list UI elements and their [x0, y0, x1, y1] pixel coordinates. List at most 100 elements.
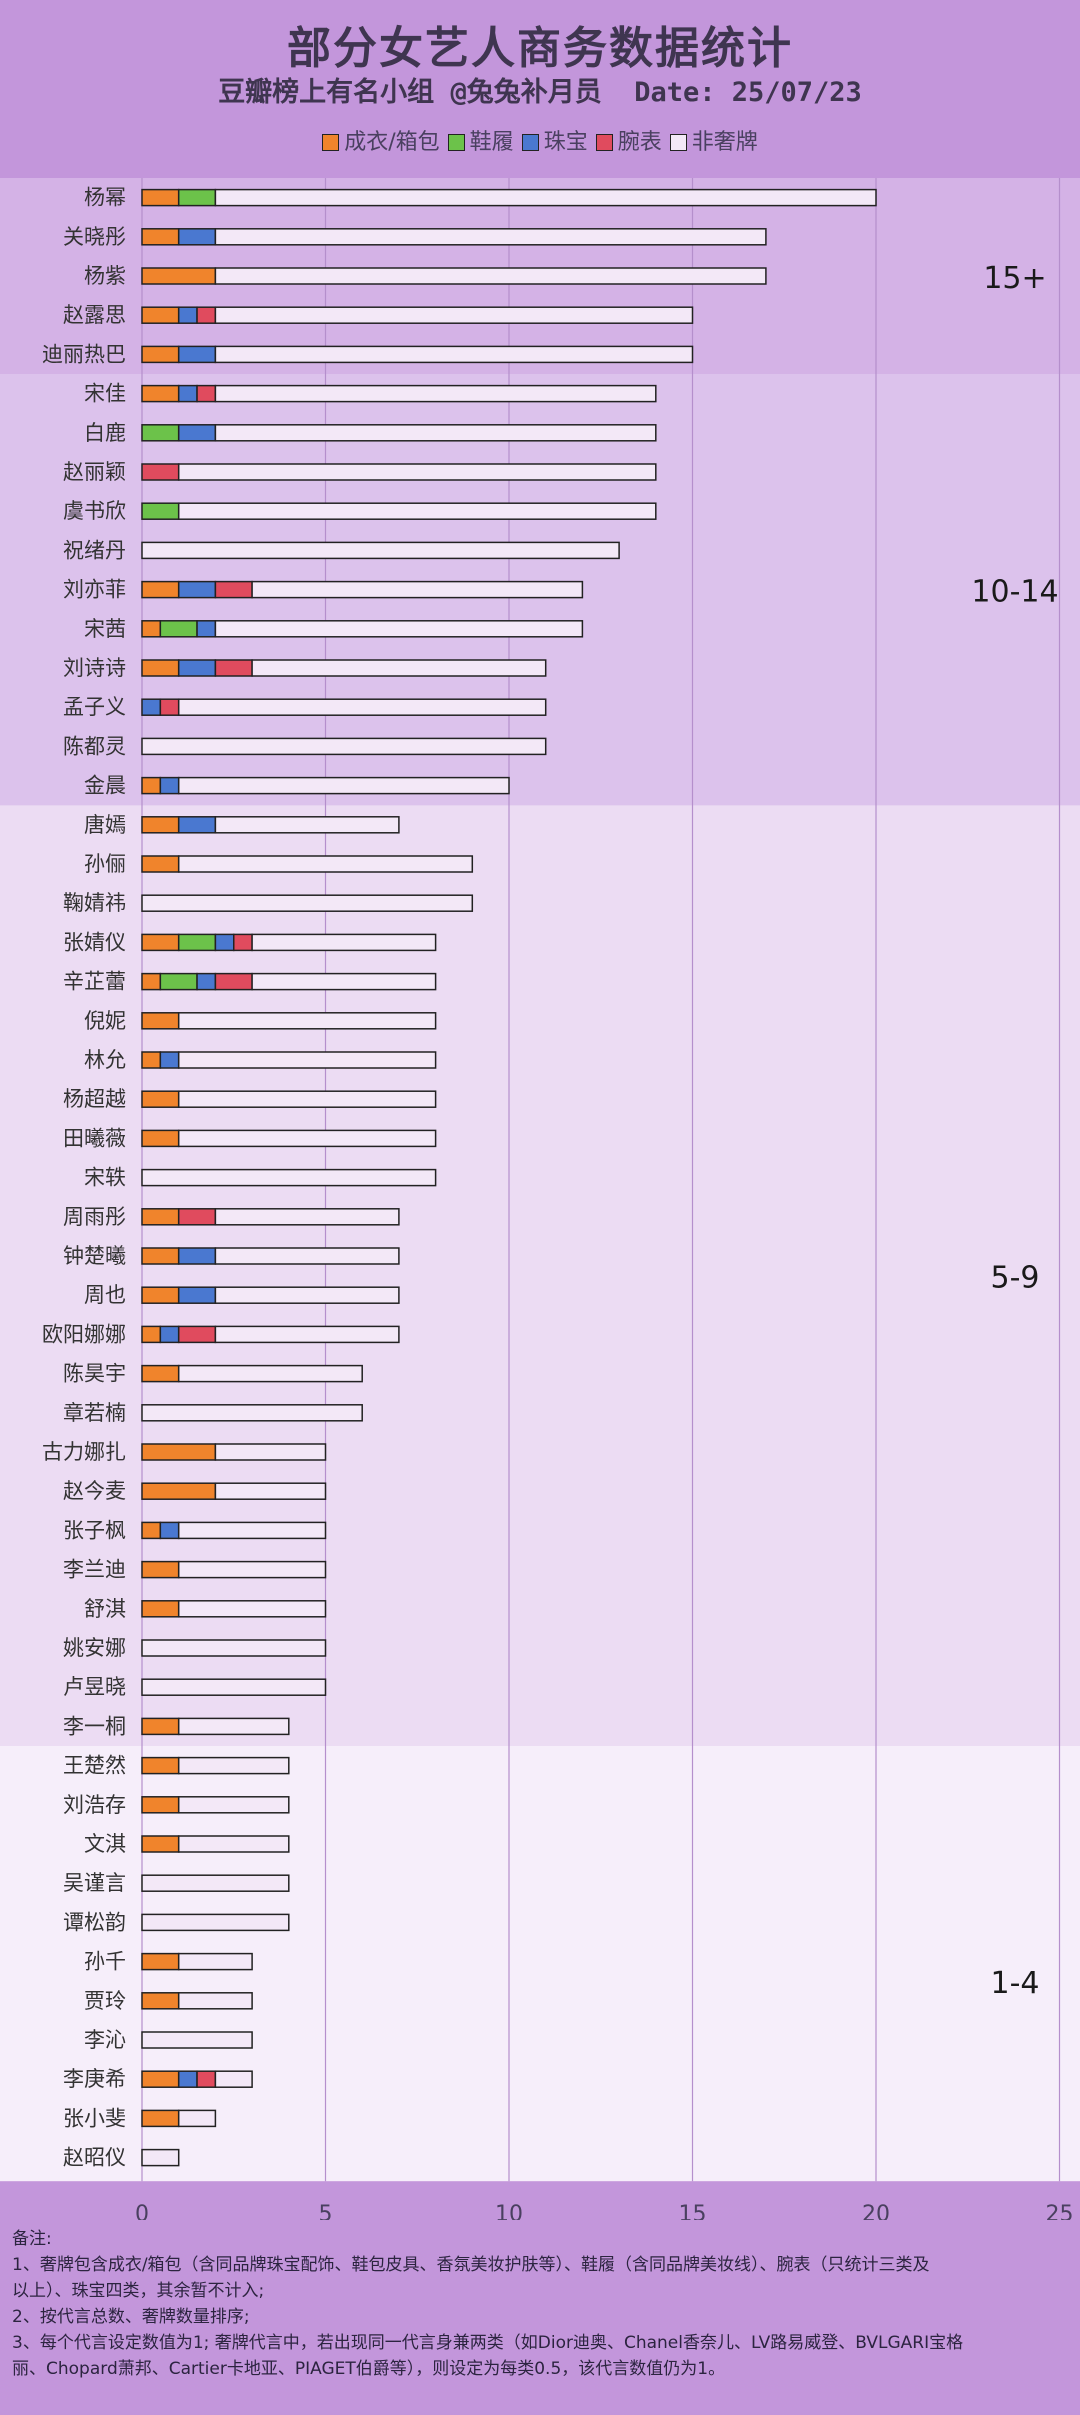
legend-item: 非奢牌: [669, 124, 758, 156]
bar-segment: [141, 1874, 290, 1892]
category-label: 舒淇: [84, 1597, 126, 1621]
bar-segment: [141, 1678, 327, 1696]
bar-segment: [141, 855, 180, 873]
bar-segment: [141, 816, 180, 834]
note-line: 1、奢牌包含成衣/箱包（含同品牌珠宝配饰、鞋包皮具、香氛美妆护肤等）、鞋履（含同…: [12, 2255, 930, 2275]
bar-segment: [141, 1012, 180, 1030]
category-label: 文淇: [84, 1832, 126, 1856]
bar-segment: [177, 424, 217, 442]
bar-segment: [214, 1325, 400, 1344]
category-label: 赵露思: [63, 303, 126, 327]
note-line: 3、每个代言设定数值为1; 奢牌代言中，若出现同一代言身兼两类（如Dior迪奥、…: [12, 2333, 964, 2353]
bar-segment: [141, 1247, 180, 1265]
bar-segment: [214, 816, 400, 834]
group-label: 10-14: [971, 575, 1058, 610]
bar-segment: [159, 776, 180, 795]
bar-segment: [141, 1952, 180, 1971]
bar-segment: [141, 580, 180, 599]
bar-segment: [141, 188, 180, 207]
bar-segment: [141, 1639, 327, 1657]
bar-segment: [177, 580, 217, 599]
category-label: 宋轶: [84, 1166, 126, 1190]
chart-legend: 成衣/箱包 鞋履 珠宝 腕表 非奢牌: [0, 124, 1080, 156]
bar-segment: [214, 345, 694, 364]
legend-swatch: [447, 134, 465, 151]
x-tick-label: 20: [862, 2202, 890, 2220]
x-tick-label: 15: [679, 2202, 707, 2220]
bar-segment: [214, 580, 253, 599]
bar-segment: [177, 384, 198, 403]
category-label: 关晓彤: [63, 225, 126, 249]
bar-segment: [177, 1952, 253, 1971]
category-label: 孟子义: [63, 695, 126, 719]
bar-segment: [159, 698, 180, 716]
bar-segment: [177, 855, 474, 873]
notes-text: 备注: 1、奢牌包含成衣/箱包（含同品牌珠宝配饰、鞋包皮具、香氛美妆护肤等）、鞋履…: [12, 2226, 1062, 2382]
bar-segment: [177, 188, 217, 207]
category-label: 贾玲: [84, 1989, 126, 2013]
bar-segment: [177, 659, 217, 677]
legend-item: 成衣/箱包: [322, 124, 440, 156]
group-band: [0, 1746, 1080, 2217]
group-label: 5-9: [991, 1261, 1040, 1296]
bar-segment: [214, 2070, 253, 2088]
bar-segment: [177, 1560, 327, 1579]
category-label: 欧阳娜娜: [42, 1322, 126, 1346]
bar-segment: [141, 2031, 253, 2049]
legend-label: 珠宝: [543, 130, 588, 155]
x-axis-band: [0, 2181, 1080, 2220]
bar-segment: [214, 1247, 400, 1265]
category-label: 李一桐: [63, 1714, 126, 1738]
bar-segment: [177, 1756, 290, 1775]
bar-segment: [251, 580, 584, 599]
bar-segment: [141, 2070, 180, 2088]
legend-label: 鞋履: [469, 130, 514, 155]
category-label: 虞书欣: [63, 499, 126, 523]
bar-segment: [177, 1286, 217, 1304]
chart-subtitle: 豆瓣榜上有名小组 @兔兔补月员 Date: 25/07/23: [218, 77, 862, 108]
bar-segment: [159, 972, 198, 991]
bar-segment: [177, 816, 217, 834]
bar-segment: [177, 1364, 363, 1383]
bar-segment: [177, 1090, 437, 1108]
legend-label: 成衣/箱包: [344, 130, 440, 155]
bar-segment: [177, 1129, 437, 1148]
bar-segment: [141, 502, 180, 520]
bar-segment: [214, 1482, 327, 1500]
category-label: 姚安娜: [63, 1636, 126, 1660]
bar-segment: [177, 1208, 217, 1226]
category-label: 陈昊宇: [63, 1362, 126, 1386]
bar-segment: [214, 228, 767, 246]
bar-segment: [141, 776, 162, 795]
category-label: 刘亦菲: [63, 578, 126, 602]
bar-segment: [141, 424, 180, 442]
bar-segment: [177, 933, 217, 952]
category-label: 谭松韵: [63, 1910, 126, 1934]
x-tick-label: 0: [135, 2202, 149, 2220]
bar-segment: [141, 698, 162, 716]
note-line: 丽、Chopard萧邦、Cartier卡地亚、PIAGET伯爵等），则设定为每类…: [12, 2359, 726, 2379]
category-label: 迪丽热巴: [42, 342, 126, 366]
bar-segment: [177, 1600, 327, 1618]
category-label: 刘诗诗: [63, 656, 126, 680]
bar-segment: [214, 620, 584, 638]
bar-segment: [141, 1796, 180, 1814]
bar-segment: [159, 1051, 180, 1069]
bar-segment: [141, 620, 162, 638]
bar-segment: [141, 1521, 162, 1540]
legend-swatch: [521, 134, 539, 151]
bar-segment: [141, 1325, 162, 1344]
bar-segment: [196, 2070, 217, 2088]
legend-item: 腕表: [595, 124, 662, 156]
category-label: 祝绪丹: [63, 538, 126, 562]
note-line: 备注:: [12, 2229, 52, 2249]
bar-segment: [196, 972, 217, 991]
category-label: 孙千: [84, 1950, 126, 1974]
category-label: 唐嫣: [84, 813, 126, 837]
bar-segment: [177, 1051, 437, 1069]
x-tick-label: 25: [1046, 2202, 1074, 2220]
chart-title: 部分女艺人商务数据统计: [287, 23, 793, 74]
bar-segment: [141, 737, 547, 756]
category-label: 倪妮: [84, 1009, 126, 1033]
bar-segment: [177, 1717, 290, 1736]
